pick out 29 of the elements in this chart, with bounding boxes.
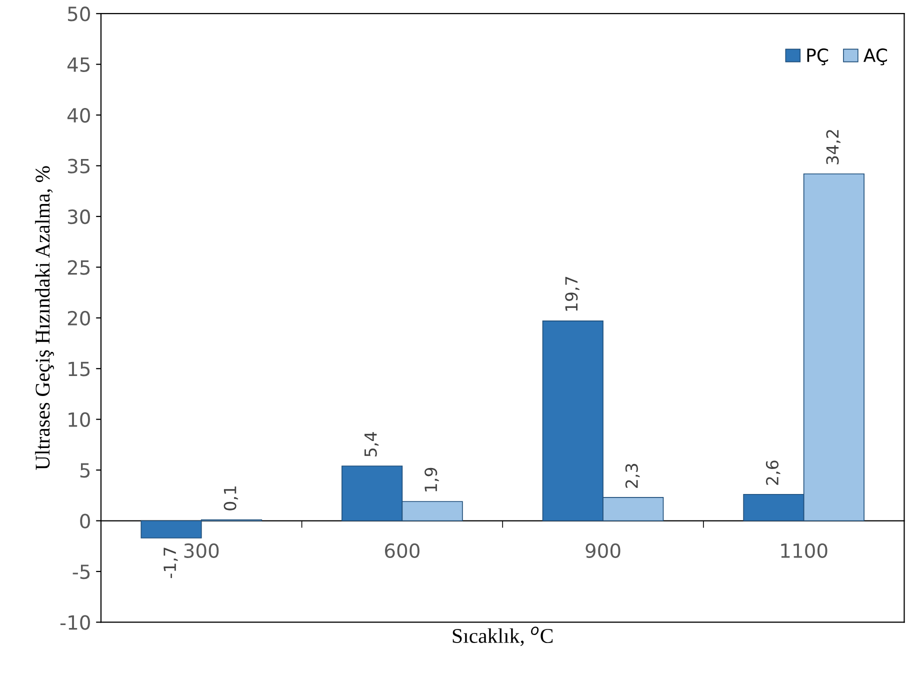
x-tick-label: 300 — [184, 543, 219, 558]
data-label: 0,1 — [224, 486, 238, 510]
y-tick-label: 30 — [68, 209, 90, 224]
y-tick-label: 40 — [67, 108, 90, 123]
legend-label: PÇ — [807, 48, 828, 66]
y-tick-label: 35 — [68, 158, 90, 174]
data-label: 2,3 — [625, 464, 640, 488]
y-tick-label: -10 — [60, 615, 90, 630]
data-label: 1,9 — [424, 468, 439, 492]
y-tick-label: 20 — [68, 310, 90, 326]
y-tick-label: 10 — [68, 412, 90, 427]
y-tick-label: 25 — [68, 260, 90, 275]
y-tick-label: 0 — [80, 514, 90, 528]
x-tick-label: 1100 — [781, 543, 828, 558]
data-label: 19,7 — [565, 276, 580, 311]
y-tick-label: 15 — [68, 362, 90, 376]
y-tick-label: 45 — [67, 58, 90, 72]
data-label: 2,6 — [766, 460, 780, 485]
x-tick-label: 600 — [385, 543, 420, 558]
data-label: 5,4 — [364, 432, 379, 456]
data-label: -1,7 — [164, 548, 178, 578]
data-label: 34,2 — [826, 130, 840, 164]
y-tick-label: -5 — [72, 564, 90, 580]
y-axis-title: Ultrases Geçiş Hızındaki Azalma, % — [35, 166, 54, 470]
legend-label: AÇ — [863, 48, 887, 66]
y-tick-label: 5 — [80, 463, 90, 478]
x-axis-title: Sıcaklık, $^{o}$C — [452, 626, 553, 646]
x-tick-label: 900 — [586, 543, 620, 558]
y-tick-label: 50 — [68, 6, 90, 22]
